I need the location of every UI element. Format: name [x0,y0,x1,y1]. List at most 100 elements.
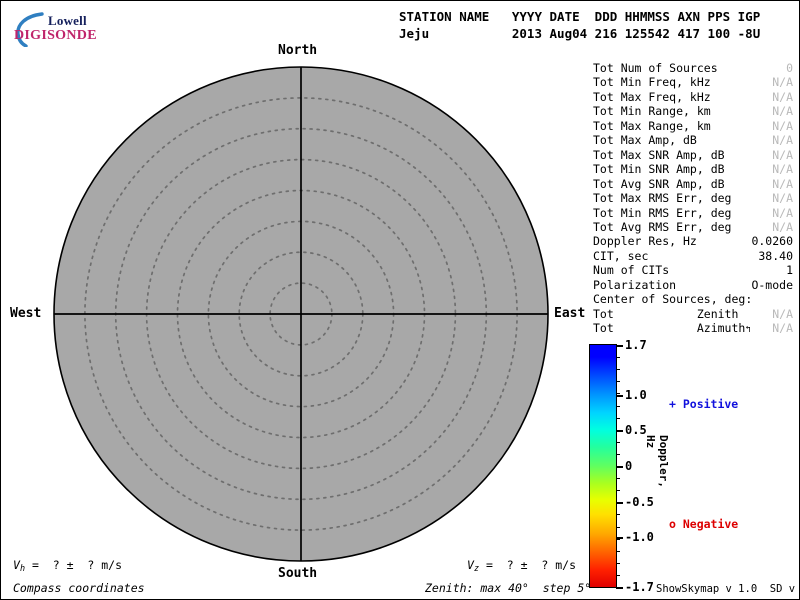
vz-symbol: V [467,558,474,572]
legend-negative: o Negative [669,517,738,531]
colorbar-minor-tick [616,357,620,358]
stat-row: Tot Max SNR Amp, dBN/A [593,148,793,162]
stat-label: Num of CITs [593,263,669,277]
legend-positive: + Positive [669,397,738,411]
zenith-scale-note: Zenith: max 40° step 5° [425,581,591,595]
lowell-digisonde-logo: Lowell DIGISONDE [15,9,115,49]
stat-label: Tot Max SNR Amp, dB [593,148,725,162]
stat-value: N/A [772,206,793,220]
colorbar-minor-tick [616,442,620,443]
colorbar-tick [616,430,623,432]
stat-label: Tot Num of Sources [593,61,718,75]
skymap-canvas[interactable] [53,66,549,562]
stat-label: Tot Max Freq, kHz [593,90,711,104]
compass-label-east: East [554,306,585,321]
stat-row: Tot Max RMS Err, deg N/A [593,191,793,205]
stat-label: Tot Max RMS Err, deg [593,191,731,205]
stat-label: Tot Zenith [593,307,738,321]
stat-row: Num of CITs 1 [593,263,793,277]
colorbar-tick [616,395,623,397]
stat-value: O-mode [751,278,793,292]
stat-row: Tot Max Freq, kHz N/A [593,90,793,104]
stat-value: N/A [772,191,793,205]
stat-label: Tot Avg SNR Amp, dB [593,177,725,191]
stat-value: N/A [772,133,793,147]
colorbar-minor-tick [616,575,620,576]
colorbar-tick-label: 1.7 [625,338,647,352]
colorbar-tick [616,502,623,504]
stat-label: Tot Max Amp, dB [593,133,697,147]
stat-label: Center of Sources, deg: [593,292,752,306]
colorbar-tick [616,537,623,539]
colorbar-tick-label: -1.0 [625,530,654,544]
colorbar-minor-tick [616,563,620,564]
stat-row: Tot Avg RMS Err, deg N/A [593,220,793,234]
statistics-panel: Tot Num of Sources0Tot Min Freq, kHzN/AT… [593,61,793,338]
stat-row: Tot Max Range, km N/A [593,119,793,133]
stat-value: N/A [772,321,793,337]
logo-lowell-text: Lowell [48,13,87,29]
stat-label: Tot Max Range, km [593,119,711,133]
colorbar-minor-tick [616,490,620,491]
stat-row: Tot Min SNR Amp, dB N/A [593,162,793,176]
vh-value: = ? ± ? m/s [25,558,122,572]
stat-label: Doppler Res, Hz [593,234,697,248]
stat-label: Tot Min SNR Amp, dB [593,162,725,176]
stat-value: 38.40 [758,249,793,263]
stat-value: N/A [772,307,793,321]
header-values-row: Jeju 2013 Aug04 216 125542 417 100 -8U [399,26,760,41]
stat-value: N/A [772,220,793,234]
stat-row: Tot Avg SNR Amp, dB N/A [593,177,793,191]
colorbar-tick-label: 1.0 [625,388,647,402]
stat-label: CIT, sec [593,249,648,263]
colorbar-minor-tick [616,418,620,419]
vertical-velocity-readout: Vz = ? ± ? m/s [467,558,576,574]
compass-label-west: West [10,306,41,321]
colorbar-minor-tick [616,514,620,515]
azimuth-arrow-icon: ↰ [745,325,753,335]
stat-label: Tot Min RMS Err, deg [593,206,731,220]
stat-value: N/A [772,90,793,104]
header-labels-row: STATION NAME YYYY DATE DDD HHMMSS AXN PP… [399,9,760,24]
stat-label: Polarization [593,278,676,292]
stat-row: Tot Min RMS Err, deg N/A [593,206,793,220]
stat-value: N/A [772,177,793,191]
stat-value: 1 [786,263,793,277]
vz-value: = ? ± ? m/s [479,558,576,572]
stat-row: Tot Min Range, kmN/A [593,104,793,118]
stat-value: 0 [786,61,793,75]
colorbar-tick [616,345,623,347]
version-label: ShowSkymap v 1.0 SD v 5.0 [656,583,800,595]
colorbar-minor-tick [616,381,620,382]
stat-label: Tot Azimuth↰ [593,321,754,337]
colorbar-tick [616,466,623,468]
colorbar-title: Doppler, Hz [644,435,670,488]
compass-label-south: South [278,566,317,581]
stat-row: Tot Max Amp, dB N/A [593,133,793,147]
colorbar-minor-tick [616,478,620,479]
stat-row: Center of Sources, deg: [593,292,793,306]
stat-value: N/A [772,162,793,176]
station-header: STATION NAME YYYY DATE DDD HHMMSS AXN PP… [399,8,760,42]
stat-label: Tot Avg RMS Err, deg [593,220,731,234]
skymap-plot[interactable] [53,66,549,562]
colorbar-minor-tick [616,369,620,370]
logo-digisonde-text: DIGISONDE [14,28,97,44]
stat-row: Tot Zenith N/A [593,307,793,321]
vh-symbol: V [13,558,20,572]
stat-value: N/A [772,119,793,133]
colorbar-tick-label: -0.5 [625,495,654,509]
colorbar-minor-tick [616,406,620,407]
stat-row: Tot Azimuth↰ N/A [593,321,793,337]
colorbar-tick-label: -1.7 [625,580,654,594]
colorbar-gradient [589,344,617,588]
colorbar-minor-tick [616,551,620,552]
stat-value: N/A [772,104,793,118]
colorbar-tick [616,587,623,589]
stat-value: 0.0260 [751,234,793,248]
stat-row: Tot Num of Sources 0 [593,61,793,75]
stat-label: Tot Min Freq, kHz [593,75,711,89]
compass-label-north: North [278,43,317,58]
colorbar-tick-label: 0 [625,459,632,473]
stat-value: N/A [772,75,793,89]
